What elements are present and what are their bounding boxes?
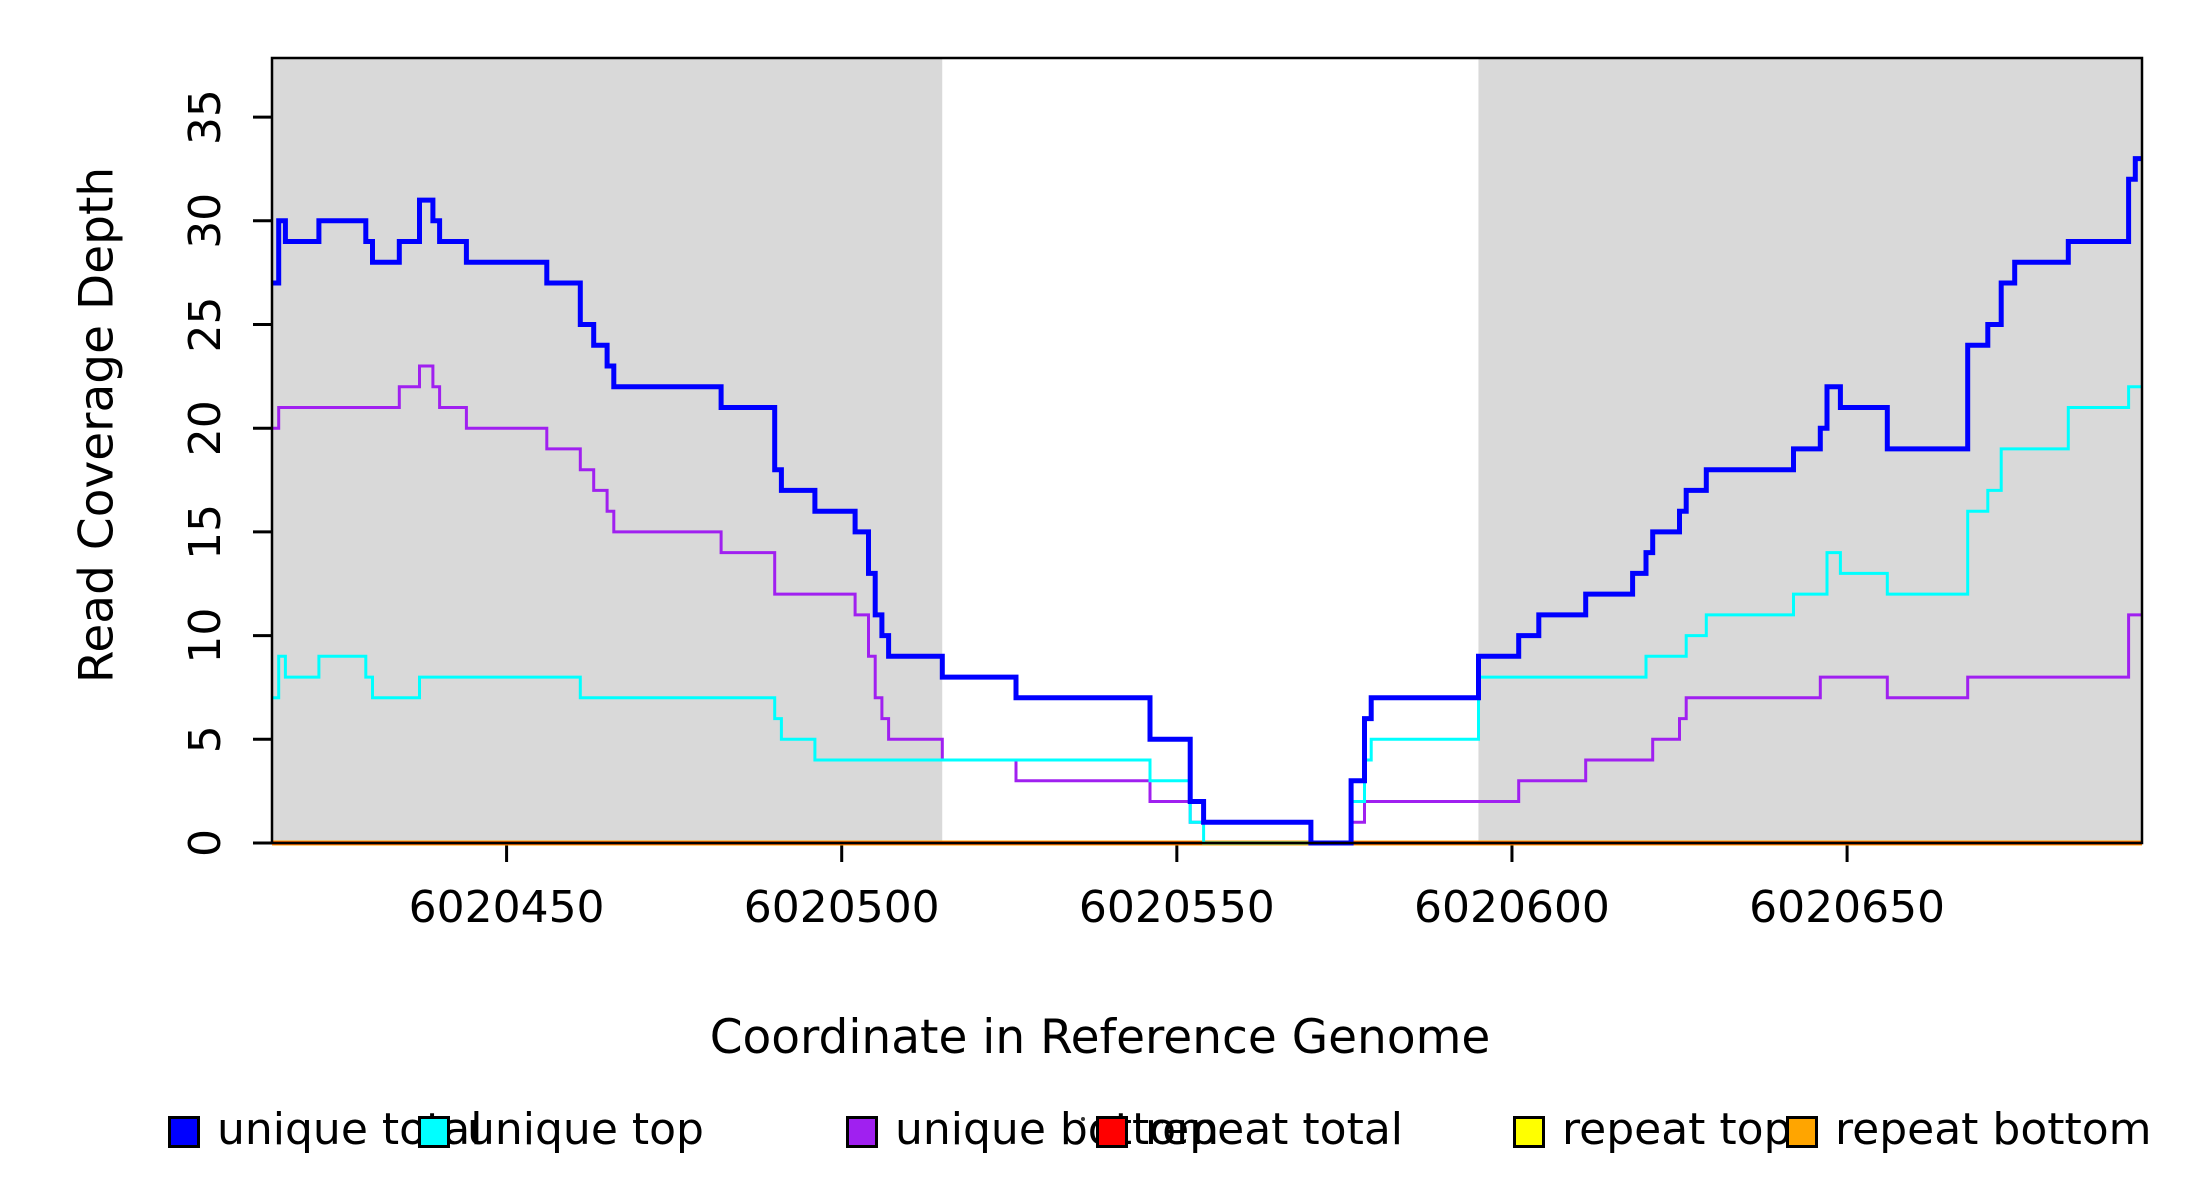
y-tick-label-35: 35 (180, 89, 231, 145)
x-axis-title: Coordinate in Reference Genome (709, 1010, 1491, 1065)
x-tick-label-6020500: 6020500 (744, 882, 940, 933)
y-tick-label-10: 10 (180, 608, 231, 664)
y-tick-label-25: 25 (180, 297, 231, 353)
y-tick-label-0: 0 (180, 829, 231, 857)
stray-dot (1081, 1117, 1085, 1121)
series-line-unique-total (272, 156, 2142, 846)
x-tick-label-6020550: 6020550 (1079, 882, 1275, 933)
y-axis-title: Read Coverage Depth (69, 166, 125, 684)
x-tick-label-6020600: 6020600 (1414, 882, 1610, 933)
y-tick-label-20: 20 (180, 400, 231, 456)
plot-border (270, 56, 2144, 845)
x-tick-label-6020450: 6020450 (409, 882, 605, 933)
y-tick-label-30: 30 (180, 193, 231, 249)
series-line-unique-bottom (272, 364, 2142, 845)
shaded-region-left (272, 59, 943, 842)
y-tick-label-5: 5 (180, 725, 231, 753)
x-tick-label-6020650: 6020650 (1749, 882, 1945, 933)
y-tick-label-15: 15 (180, 504, 231, 560)
